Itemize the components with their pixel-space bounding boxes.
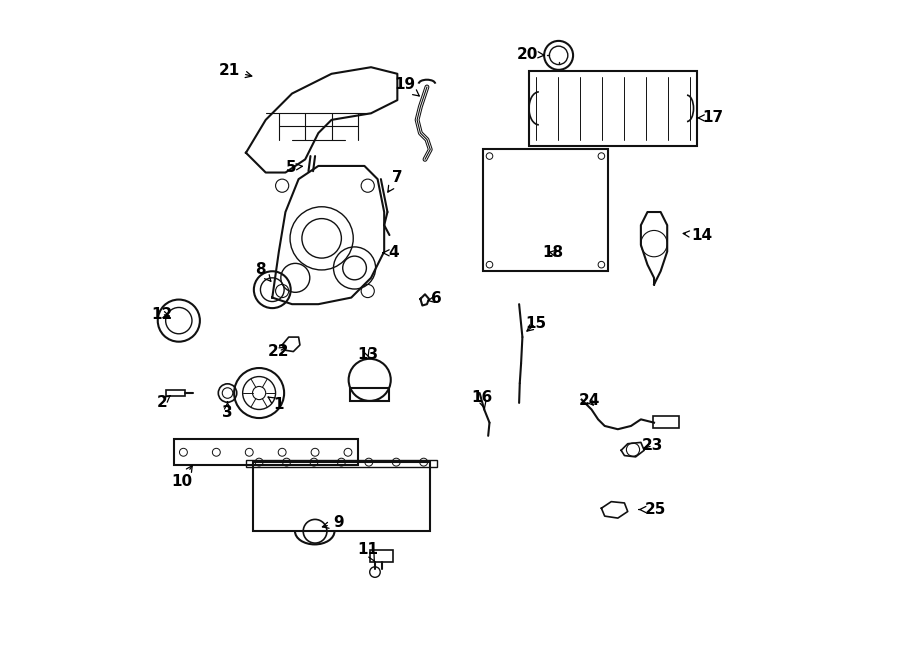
Polygon shape [283,337,300,352]
Bar [166,390,185,397]
Text: 2: 2 [157,395,170,410]
Text: 14: 14 [683,227,712,243]
Polygon shape [246,67,397,173]
Text: 25: 25 [639,502,666,517]
Polygon shape [420,294,429,305]
Polygon shape [621,442,644,457]
Bar [370,551,392,563]
Text: 1: 1 [268,397,284,412]
Bar [253,462,430,531]
Text: 19: 19 [395,77,419,96]
Text: 12: 12 [151,307,172,321]
Bar [529,71,697,146]
Text: 23: 23 [642,438,663,453]
Bar [652,416,680,428]
Text: 15: 15 [525,317,546,331]
Text: 11: 11 [357,541,378,562]
Text: 7: 7 [388,171,402,192]
Text: 8: 8 [255,262,271,282]
Polygon shape [601,502,627,518]
Text: 10: 10 [171,465,193,489]
Text: 3: 3 [222,402,233,420]
Bar [174,439,358,465]
Text: 6: 6 [428,292,442,307]
Text: 13: 13 [357,347,378,362]
Text: 9: 9 [322,515,344,530]
Polygon shape [641,212,667,284]
Text: 18: 18 [543,245,564,260]
Text: 17: 17 [698,110,724,126]
Polygon shape [273,166,384,304]
Bar [246,459,436,467]
Text: 21: 21 [219,63,252,78]
Text: 5: 5 [285,160,302,175]
Text: 4: 4 [382,245,400,260]
Text: 16: 16 [471,390,492,408]
Text: 20: 20 [517,46,544,61]
Text: 24: 24 [579,393,600,408]
Bar [483,149,608,271]
Bar [350,388,390,401]
Text: 22: 22 [268,344,290,359]
